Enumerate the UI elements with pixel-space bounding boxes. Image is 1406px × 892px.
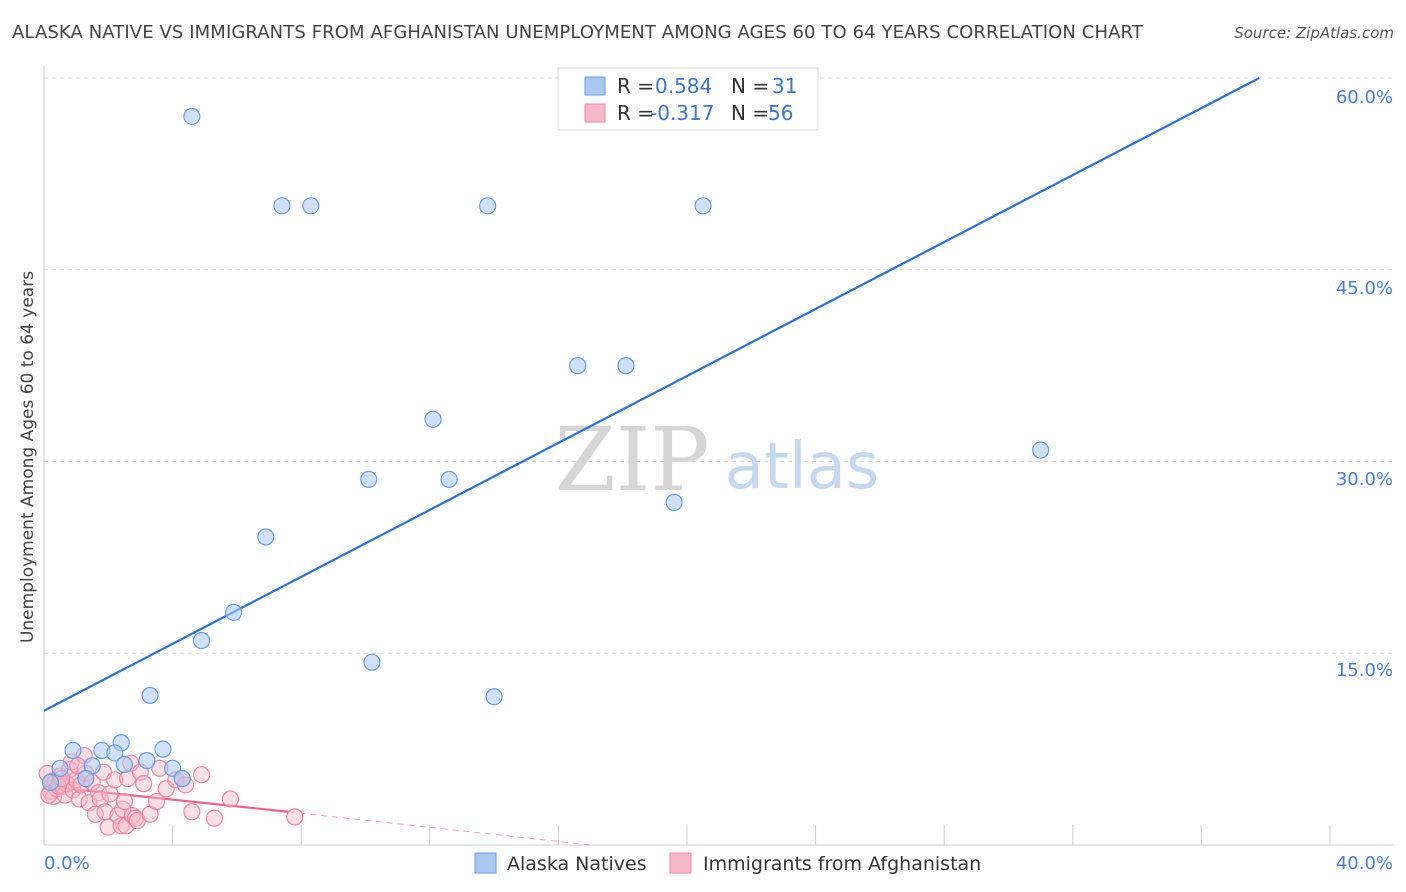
point-alaska-natives-13 <box>225 603 243 621</box>
axes <box>43 66 1393 846</box>
legend-n-label-2: N = <box>731 101 769 125</box>
point-alaska-natives-4 <box>694 197 712 215</box>
trendline-afghanistan <box>43 785 289 813</box>
bottom-legend-swatch-afghanistan <box>669 852 692 874</box>
trendline-afghanistan-extension <box>288 811 591 846</box>
y-tick-label-45: 45.0% <box>1336 278 1393 299</box>
point-alaska-natives-9 <box>440 470 458 488</box>
legend-n-value-2: 56 <box>768 101 793 125</box>
point-afghanistan-14 <box>70 790 88 808</box>
point-alaska-natives-0 <box>183 107 201 125</box>
point-afghanistan-50 <box>221 790 240 808</box>
data-points <box>38 107 1050 836</box>
watermark-atlas: atlas <box>725 430 880 504</box>
point-afghanistan-49 <box>205 809 223 827</box>
point-alaska-natives-2 <box>302 197 320 215</box>
bottom-legend: Alaska Natives Immigrants from Afghanist… <box>474 852 981 875</box>
legend-r-label-1: R = <box>617 74 654 98</box>
legend-n-value-1: 31 <box>772 74 797 98</box>
point-alaska-natives-22 <box>154 740 172 758</box>
watermark: ZIP atlas <box>554 408 879 511</box>
stats-legend: R = 0.584 N = 31 R = -0.317 N = 56 <box>557 67 819 131</box>
y-tick-label-60: 60.0% <box>1336 87 1393 108</box>
bottom-legend-label-alaska: Alaska Natives <box>507 853 647 875</box>
chart-title: ALASKA NATIVE VS IMMIGRANTS FROM AFGHANI… <box>12 22 1143 43</box>
legend-r-label-2: R = <box>617 101 654 125</box>
point-alaska-natives-27 <box>51 759 69 777</box>
source-label: Source: ZipAtlas.com <box>1234 24 1394 42</box>
point-alaska-natives-24 <box>115 755 133 774</box>
point-afghanistan-29 <box>112 817 130 835</box>
point-afghanistan-27 <box>106 771 124 789</box>
legend-n-label-1: N = <box>731 74 769 98</box>
point-afghanistan-48 <box>192 766 211 784</box>
point-alaska-natives-17 <box>485 688 503 706</box>
trend-lines <box>43 77 1260 846</box>
point-alaska-natives-5 <box>569 357 587 375</box>
trendline-alaska-natives <box>43 77 1260 712</box>
legend-r-value-1: 0.584 <box>655 74 712 98</box>
point-alaska-natives-12 <box>257 528 275 546</box>
point-alaska-natives-16 <box>141 686 159 705</box>
legend-r-value-2: -0.317 <box>650 101 714 125</box>
point-alaska-natives-14 <box>192 631 211 650</box>
point-afghanistan-47 <box>183 803 201 821</box>
point-alaska-natives-26 <box>173 769 191 788</box>
grid-lines <box>44 77 1393 654</box>
point-alaska-natives-11 <box>665 493 683 512</box>
legend-swatch-afghanistan <box>584 103 606 123</box>
point-alaska-natives-8 <box>360 470 378 488</box>
bottom-legend-swatch-alaska <box>474 852 497 874</box>
point-afghanistan-31 <box>115 792 133 811</box>
point-alaska-natives-1 <box>273 197 291 215</box>
point-afghanistan-25 <box>99 818 117 836</box>
x-tick-label-min: 0.0% <box>44 853 90 874</box>
point-afghanistan-41 <box>147 792 166 811</box>
point-alaska-natives-20 <box>106 744 124 762</box>
point-alaska-natives-6 <box>617 357 635 375</box>
point-alaska-natives-7 <box>424 410 442 428</box>
point-alaska-natives-23 <box>138 752 156 770</box>
y-tick-label-30: 30.0% <box>1336 469 1393 490</box>
point-alaska-natives-30 <box>77 769 95 788</box>
y-axis-label: Unemployment Among Ages 60 to 64 years <box>18 271 38 643</box>
point-alaska-natives-3 <box>479 197 497 215</box>
point-afghanistan-35 <box>123 806 142 825</box>
point-afghanistan-20 <box>86 805 105 823</box>
point-alaska-natives-29 <box>41 773 60 791</box>
point-afghanistan-39 <box>135 775 153 793</box>
x-tick-label-max: 40.0% <box>1336 853 1393 874</box>
point-afghanistan-51 <box>286 808 304 826</box>
legend-swatch-alaska <box>584 76 606 96</box>
point-alaska-natives-10 <box>1032 441 1050 459</box>
bottom-legend-label-afghanistan: Immigrants from Afghanistan <box>703 853 981 875</box>
watermark-zip: ZIP <box>554 408 709 511</box>
point-alaska-natives-21 <box>64 741 82 760</box>
y-tick-label-15: 15.0% <box>1336 660 1393 681</box>
point-afghanistan-22 <box>91 790 109 808</box>
point-alaska-natives-15 <box>363 653 381 671</box>
